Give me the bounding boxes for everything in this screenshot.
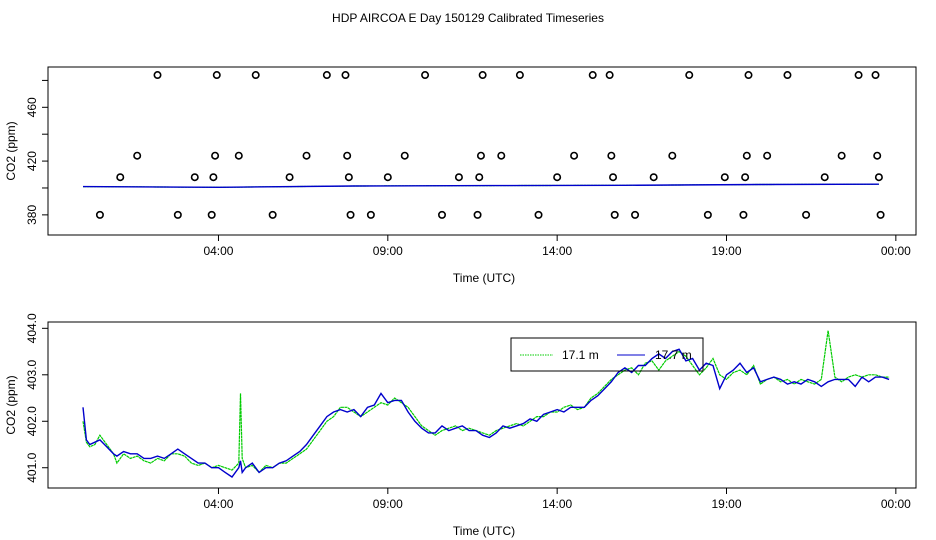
flag-point xyxy=(190,173,199,182)
flag-point xyxy=(570,151,579,160)
co2-panel-x-tick-label: 04:00 xyxy=(203,497,233,511)
flag-point xyxy=(207,210,216,219)
flag-point xyxy=(497,151,506,160)
flag-point xyxy=(703,210,712,219)
flags-panel-x-tick-label: 09:00 xyxy=(373,244,403,258)
co2-panel-y-tick-label: 403.0 xyxy=(25,359,39,389)
co2-panel-ticks: 04:00 09:00 14:00 19:00 00:00 401.0 402.0 403.0… xyxy=(25,313,911,511)
flag-point xyxy=(302,151,311,160)
flag-point xyxy=(720,173,729,182)
flag-point xyxy=(421,71,430,80)
flag-point xyxy=(607,151,616,160)
flags-panel-series-line-17-7-m xyxy=(82,183,879,189)
flag-point xyxy=(212,71,221,80)
co2-panel-x-tick-label: 14:00 xyxy=(542,497,572,511)
legend: 17.1 m 17.7 m xyxy=(510,337,704,372)
flag-point xyxy=(476,151,485,160)
co2-panel-series-line-17-7-m xyxy=(82,348,890,478)
flag-point xyxy=(515,71,524,80)
flag-point xyxy=(116,173,125,182)
flag-point xyxy=(173,210,182,219)
flag-point xyxy=(344,173,353,182)
flag-point xyxy=(820,173,829,182)
flag-point xyxy=(873,151,882,160)
flags-panel-x-tick-label: 14:00 xyxy=(542,244,572,258)
flag-point xyxy=(874,173,883,182)
co2-panel-x-axis-label: Time (UTC) xyxy=(453,524,515,538)
legend-label-17-7-m: 17.7 m xyxy=(655,348,692,362)
flag-point xyxy=(475,173,484,182)
flag-point xyxy=(341,71,350,80)
flag-point xyxy=(802,210,811,219)
flag-point xyxy=(610,210,619,219)
flag-point xyxy=(366,210,375,219)
flag-point xyxy=(454,173,463,182)
co2-panel-series-line-17-1-m xyxy=(82,330,890,474)
flags-panel-y-tick-label: 420 xyxy=(25,151,39,171)
flag-point xyxy=(631,210,640,219)
flag-point xyxy=(744,71,753,80)
flag-point xyxy=(400,151,409,160)
flag-point xyxy=(534,210,543,219)
co2-panel-y-tick-label: 404.0 xyxy=(25,313,39,343)
co2-panel-x-tick-label: 00:00 xyxy=(881,497,911,511)
legend-label-17-1-m: 17.1 m xyxy=(562,348,599,362)
flags-panel-x-tick-label: 00:00 xyxy=(881,244,911,258)
flag-point xyxy=(685,71,694,80)
co2-panel-y-tick-label: 402.0 xyxy=(25,406,39,436)
flags-panel-y-axis-label: CO2 (ppm) xyxy=(4,121,18,180)
flags-panel: Time (UTC) CO2 (ppm) 04:00 09:00 14:00 19:0… xyxy=(4,66,917,285)
flag-point xyxy=(346,210,355,219)
co2-panel-frame xyxy=(47,321,917,489)
flag-point xyxy=(739,210,748,219)
flag-point xyxy=(763,151,772,160)
flag-point xyxy=(322,71,331,80)
flag-point xyxy=(478,71,487,80)
flags-panel-frame xyxy=(47,66,917,236)
flags-panel-y-tick-label: 460 xyxy=(25,97,39,117)
flag-point xyxy=(876,210,885,219)
flag-point xyxy=(871,71,880,80)
flag-point xyxy=(783,71,792,80)
flag-point xyxy=(837,151,846,160)
flag-point xyxy=(588,71,597,80)
flags-panel-x-tick-label: 19:00 xyxy=(711,244,741,258)
co2-panel-x-tick-label: 19:00 xyxy=(711,497,741,511)
flag-point xyxy=(211,151,220,160)
flag-point xyxy=(609,173,618,182)
flag-point xyxy=(133,151,142,160)
co2-panel-y-axis-label: CO2 (ppm) xyxy=(4,375,18,434)
legend-box xyxy=(510,337,704,372)
flag-point xyxy=(854,71,863,80)
flags-panel-ticks: 04:00 09:00 14:00 19:00 00:00 380 420 460 xyxy=(25,79,911,258)
flag-point xyxy=(209,173,218,182)
flag-point xyxy=(343,151,352,160)
flag-point xyxy=(95,210,104,219)
flags-panel-x-tick-label: 04:00 xyxy=(203,244,233,258)
flag-point xyxy=(649,173,658,182)
flag-point xyxy=(251,71,260,80)
co2-panel-x-tick-label: 09:00 xyxy=(373,497,403,511)
chart-title: HDP AIRCOA E Day 150129 Calibrated Times… xyxy=(332,11,604,25)
flags-panel-marks xyxy=(82,71,885,219)
flag-point xyxy=(153,71,162,80)
co2-panel-y-tick-label: 401.0 xyxy=(25,452,39,482)
flag-point xyxy=(268,210,277,219)
flag-point xyxy=(383,173,392,182)
flag-point xyxy=(605,71,614,80)
flag-point xyxy=(668,151,677,160)
flag-point xyxy=(473,210,482,219)
flag-point xyxy=(742,151,751,160)
flags-panel-y-tick-label: 380 xyxy=(25,205,39,225)
flag-point xyxy=(741,173,750,182)
co2-panel: Time (UTC) CO2 (ppm) 04:00 09:00 14:00 19:0… xyxy=(4,313,917,538)
co2-panel-marks xyxy=(82,330,890,478)
flag-point xyxy=(438,210,447,219)
flag-point xyxy=(553,173,562,182)
flag-point xyxy=(285,173,294,182)
flags-panel-x-axis-label: Time (UTC) xyxy=(453,271,515,285)
flag-point xyxy=(234,151,243,160)
